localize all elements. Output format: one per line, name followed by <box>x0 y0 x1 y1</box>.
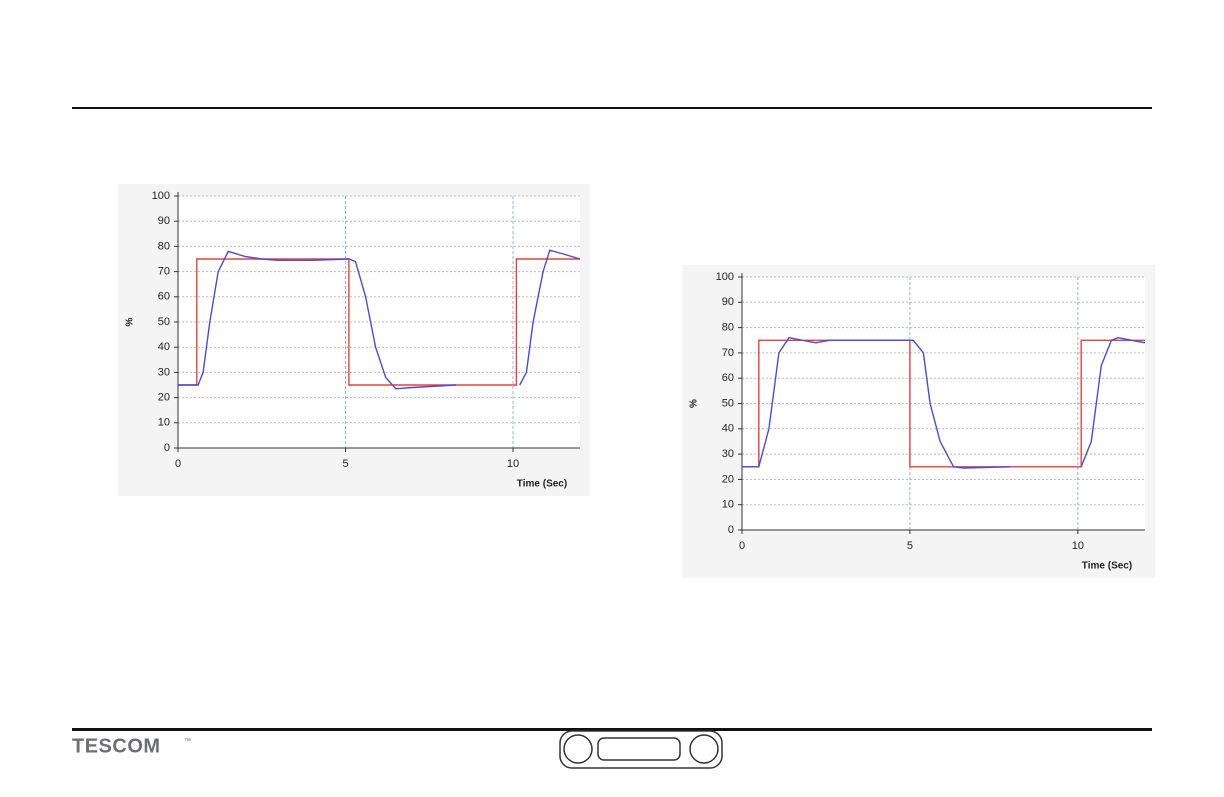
y-tick-label: 90 <box>158 215 170 227</box>
y-tick-label: 60 <box>722 372 734 384</box>
x-tick-label: 5 <box>907 540 913 552</box>
y-tick-label: 70 <box>722 347 734 359</box>
y-tick-label: 100 <box>716 271 734 283</box>
previous-button[interactable] <box>563 734 593 764</box>
y-tick-label: 100 <box>152 190 170 202</box>
x-tick-label: 0 <box>739 540 745 552</box>
y-tick-label: 30 <box>722 448 734 460</box>
series-line <box>178 249 581 390</box>
y-tick-label: 80 <box>158 240 170 252</box>
x-tick-label: 10 <box>507 458 519 470</box>
header-rule <box>72 107 1152 109</box>
y-tick-label: 40 <box>158 341 170 353</box>
page-box[interactable] <box>597 737 681 761</box>
y-axis-label: % <box>689 399 700 408</box>
y-tick-label: 10 <box>158 417 170 429</box>
y-tick-label: 50 <box>158 316 170 328</box>
y-tick-label: 40 <box>722 423 734 435</box>
footer-rule <box>72 728 1152 731</box>
page-navigation <box>559 730 723 769</box>
y-axis-label: % <box>125 317 136 326</box>
x-axis-label: Time (Sec) <box>517 479 567 490</box>
x-tick-label: 5 <box>342 458 348 470</box>
y-tick-label: 50 <box>722 397 734 409</box>
chart: 0 10 20 30 40 50 60 70 80 90 100 0 5 10% Time (Sec) <box>118 184 590 496</box>
x-tick-label: 10 <box>1072 540 1084 552</box>
y-tick-label: 0 <box>728 524 734 536</box>
y-tick-label: 0 <box>164 442 170 454</box>
series-line <box>742 339 1145 468</box>
y-tick-label: 60 <box>158 291 170 303</box>
chart: 0 10 20 30 40 50 60 70 80 90 100 0 5 10% Time (Sec) <box>682 265 1155 578</box>
brand-logo: TESCOM <box>72 735 161 757</box>
y-tick-label: 80 <box>722 322 734 334</box>
trademark: ™ <box>184 738 191 745</box>
series-line <box>742 336 1146 469</box>
y-tick-label: 20 <box>722 473 734 485</box>
y-tick-label: 90 <box>722 296 734 308</box>
y-tick-label: 20 <box>158 392 170 404</box>
x-axis-label: Time (Sec) <box>1082 561 1132 572</box>
y-tick-label: 70 <box>158 266 170 278</box>
y-tick-label: 10 <box>722 499 734 511</box>
series-line <box>178 258 580 386</box>
next-button[interactable] <box>689 734 719 764</box>
y-tick-label: 30 <box>158 366 170 378</box>
x-tick-label: 0 <box>175 458 181 470</box>
